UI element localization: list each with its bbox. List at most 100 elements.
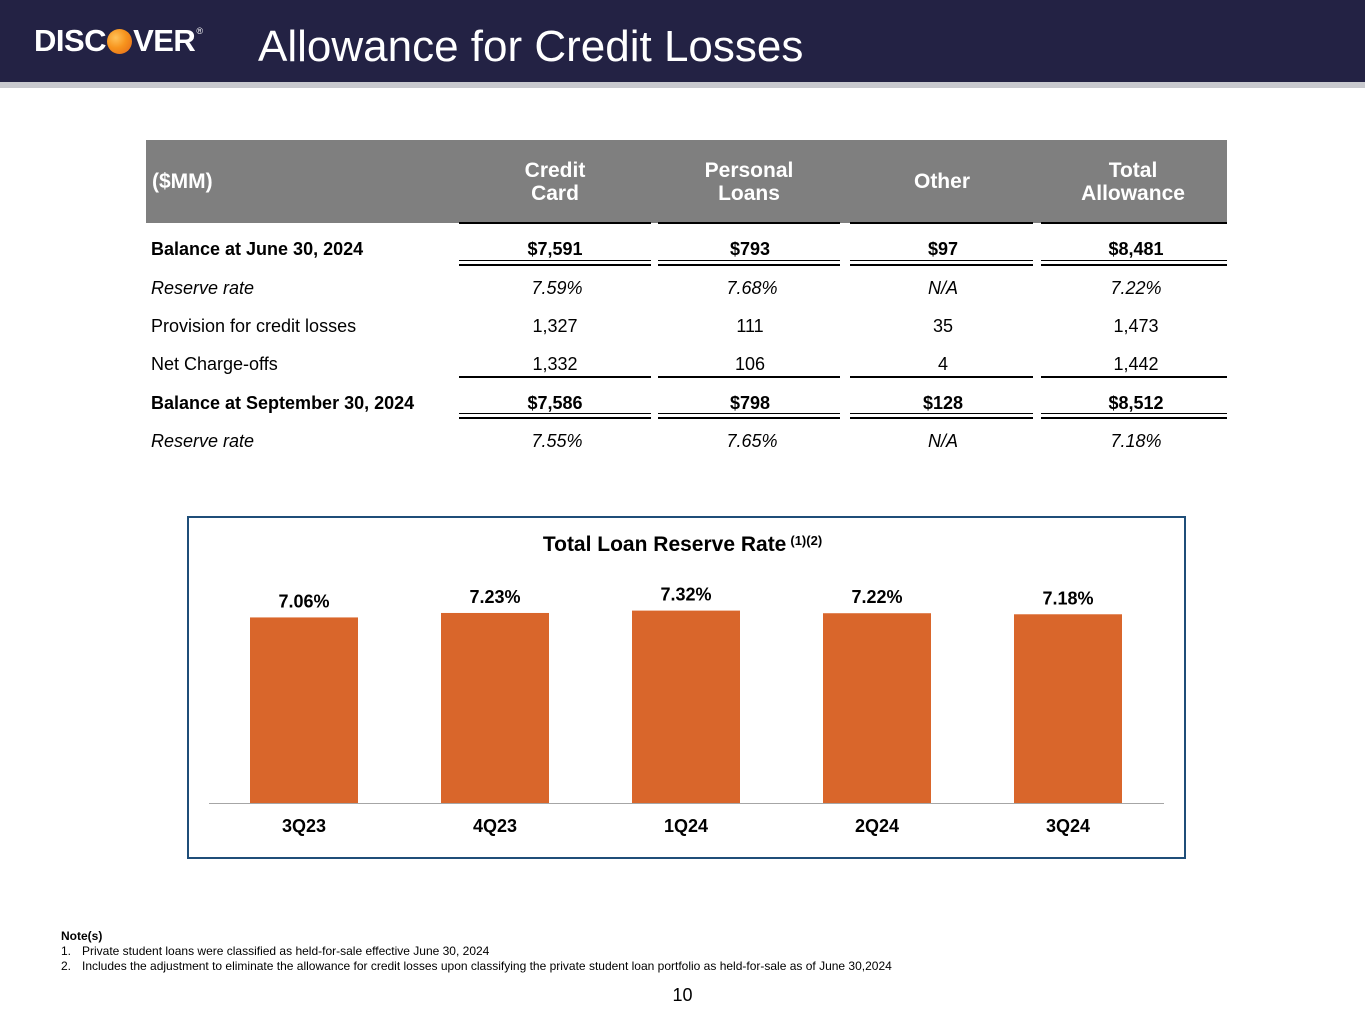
double-underline bbox=[658, 264, 840, 266]
header-bar bbox=[0, 0, 1365, 82]
double-underline bbox=[459, 413, 651, 414]
data-label-2Q24: 7.22% bbox=[851, 587, 902, 607]
data-label-4Q23: 7.23% bbox=[469, 587, 520, 607]
table-cell: $793 bbox=[729, 239, 771, 259]
x-tick-label-3Q24: 3Q24 bbox=[1046, 816, 1090, 836]
double-underline bbox=[459, 417, 651, 419]
logo-text-post: VER bbox=[133, 23, 196, 58]
single-underline bbox=[459, 376, 651, 378]
column-rule bbox=[658, 222, 840, 224]
footnote-item: 2. Includes the adjustment to eliminate … bbox=[61, 959, 892, 974]
table-cell: 7.65% bbox=[726, 431, 778, 451]
column-rule bbox=[459, 222, 651, 224]
reserve-rate-bar-chart: 7.06% 3Q23 7.23% 4Q23 7.32% 1Q24 7.22% 2Q24 7.18… bbox=[209, 585, 1164, 836]
logo-text-pre: DISC bbox=[34, 23, 107, 58]
table-cell: 1,442 bbox=[1113, 354, 1159, 374]
page-title: Allowance for Credit Losses bbox=[258, 22, 804, 71]
bar-1Q24 bbox=[632, 610, 740, 803]
chart-title: Total Loan Reserve Rate (1)(2) bbox=[0, 532, 1365, 558]
column-rule bbox=[850, 222, 1033, 224]
double-underline bbox=[459, 260, 651, 261]
table-cell: 7.22% bbox=[1110, 278, 1162, 298]
table-header: ($MM) Credit Card Personal Loans Other T… bbox=[146, 140, 1227, 223]
x-tick-label-1Q24: 1Q24 bbox=[664, 816, 708, 836]
footnotes: Note(s) 1. Private student loans were cl… bbox=[61, 929, 892, 974]
double-underline bbox=[658, 417, 840, 419]
double-underline bbox=[850, 260, 1033, 261]
single-underline bbox=[850, 376, 1033, 378]
double-underline bbox=[459, 264, 651, 266]
double-underline bbox=[1041, 413, 1227, 414]
chart-title-text: Total Loan Reserve Rate bbox=[542, 533, 787, 556]
table-cell: $798 bbox=[729, 393, 771, 413]
table-cell: $8,512 bbox=[1108, 393, 1164, 413]
column-header-line: Credit bbox=[524, 159, 586, 182]
logo-registered-mark: ® bbox=[196, 26, 203, 36]
footnote-text: Private student loans were classified as… bbox=[82, 944, 490, 958]
single-underline bbox=[1041, 376, 1227, 378]
double-underline bbox=[850, 413, 1033, 414]
table-cell: 106 bbox=[734, 354, 766, 374]
footnote-number: 2. bbox=[61, 959, 72, 973]
table-cell: $7,586 bbox=[527, 393, 583, 413]
column-header-total-allowance: Total Allowance bbox=[1043, 159, 1223, 205]
table-cell: 111 bbox=[736, 316, 764, 336]
table-cell: $128 bbox=[922, 393, 964, 413]
x-tick-label-4Q23: 4Q23 bbox=[473, 816, 517, 836]
table-cell: N/A bbox=[927, 431, 958, 451]
bar-2Q24 bbox=[823, 613, 931, 803]
table-header-label: ($MM) bbox=[152, 170, 213, 193]
table-cell: 35 bbox=[932, 316, 954, 336]
column-header-line: Loans bbox=[718, 182, 780, 205]
column-header-line: Total bbox=[1108, 159, 1158, 182]
double-underline bbox=[658, 260, 840, 261]
footnote-number: 1. bbox=[61, 944, 72, 958]
column-rule bbox=[1041, 222, 1227, 224]
row-label: Balance at June 30, 2024 bbox=[151, 239, 364, 259]
x-tick-label-3Q23: 3Q23 bbox=[282, 816, 326, 836]
column-header-line: Allowance bbox=[1081, 182, 1185, 205]
column-header-line: Card bbox=[531, 182, 579, 205]
column-header-other: Other bbox=[852, 170, 1032, 193]
data-label-1Q24: 7.32% bbox=[660, 585, 711, 605]
table-cell: 7.68% bbox=[726, 278, 778, 298]
table-cell: 7.55% bbox=[531, 431, 583, 451]
table-cell: $97 bbox=[927, 239, 959, 259]
column-header-personal-loans: Personal Loans bbox=[659, 159, 839, 205]
row-label: Net Charge-offs bbox=[151, 354, 278, 374]
column-header-line: Personal bbox=[704, 159, 794, 182]
page-number: 10 bbox=[672, 985, 693, 1005]
double-underline bbox=[850, 264, 1033, 266]
x-tick-label-2Q24: 2Q24 bbox=[855, 816, 899, 836]
double-underline bbox=[1041, 260, 1227, 261]
table-cell: 1,473 bbox=[1113, 316, 1159, 336]
row-label: Reserve rate bbox=[151, 278, 255, 298]
discover-logo: DISC VER ® bbox=[34, 23, 203, 58]
double-underline bbox=[850, 417, 1033, 419]
table-cell: N/A bbox=[927, 278, 958, 298]
double-underline bbox=[1041, 264, 1227, 266]
bar-3Q23 bbox=[250, 617, 358, 803]
logo-orange-dot-icon bbox=[107, 28, 133, 54]
footnote-text: Includes the adjustment to eliminate the… bbox=[82, 959, 892, 973]
footnote-item: 1. Private student loans were classified… bbox=[61, 944, 892, 959]
data-label-3Q24: 7.18% bbox=[1042, 588, 1093, 608]
table-cell: $7,591 bbox=[527, 239, 583, 259]
row-label: Reserve rate bbox=[151, 431, 255, 451]
row-label: Provision for credit losses bbox=[151, 316, 357, 336]
table-cell: 4 bbox=[937, 354, 948, 374]
double-underline bbox=[658, 413, 840, 414]
table-cell: $8,481 bbox=[1108, 239, 1164, 259]
column-header-line: Other bbox=[913, 170, 970, 193]
data-label-3Q23: 7.06% bbox=[278, 591, 329, 611]
column-header-credit-card: Credit Card bbox=[465, 159, 645, 205]
notes-heading: Note(s) bbox=[61, 929, 103, 943]
header-divider bbox=[0, 82, 1365, 88]
table-cell: 7.59% bbox=[531, 278, 583, 298]
table-cell: 1,332 bbox=[532, 354, 578, 374]
double-underline bbox=[1041, 417, 1227, 419]
bar-4Q23 bbox=[441, 612, 549, 803]
bar-3Q24 bbox=[1014, 614, 1122, 803]
row-label: Balance at September 30, 2024 bbox=[151, 393, 415, 413]
table-cell: 7.18% bbox=[1110, 431, 1162, 451]
